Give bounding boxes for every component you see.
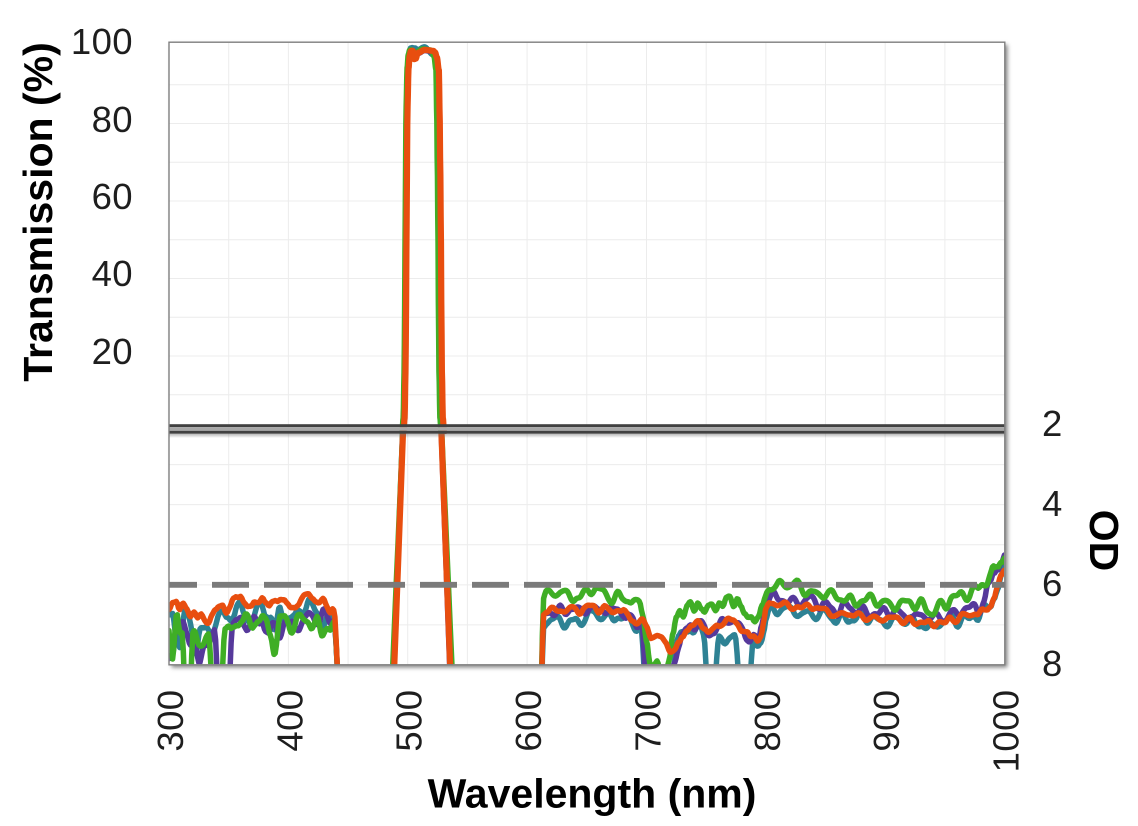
svg-text:OD: OD xyxy=(1081,510,1127,572)
svg-text:6: 6 xyxy=(1042,563,1063,604)
svg-text:20: 20 xyxy=(92,331,133,372)
svg-text:700: 700 xyxy=(628,690,669,752)
svg-text:1000: 1000 xyxy=(986,690,1027,773)
svg-text:300: 300 xyxy=(150,690,191,752)
svg-text:400: 400 xyxy=(269,690,310,752)
svg-text:Wavelength (nm): Wavelength (nm) xyxy=(428,771,757,817)
svg-text:60: 60 xyxy=(92,176,133,217)
svg-text:500: 500 xyxy=(389,690,430,752)
svg-text:800: 800 xyxy=(747,690,788,752)
svg-text:600: 600 xyxy=(508,690,549,752)
svg-text:80: 80 xyxy=(92,99,133,140)
svg-text:900: 900 xyxy=(866,690,907,752)
svg-text:100: 100 xyxy=(71,21,133,62)
svg-text:2: 2 xyxy=(1042,403,1063,444)
svg-text:40: 40 xyxy=(92,253,133,294)
svg-text:Transmission (%): Transmission (%) xyxy=(15,42,61,381)
svg-text:4: 4 xyxy=(1042,483,1063,524)
svg-text:8: 8 xyxy=(1042,643,1063,684)
